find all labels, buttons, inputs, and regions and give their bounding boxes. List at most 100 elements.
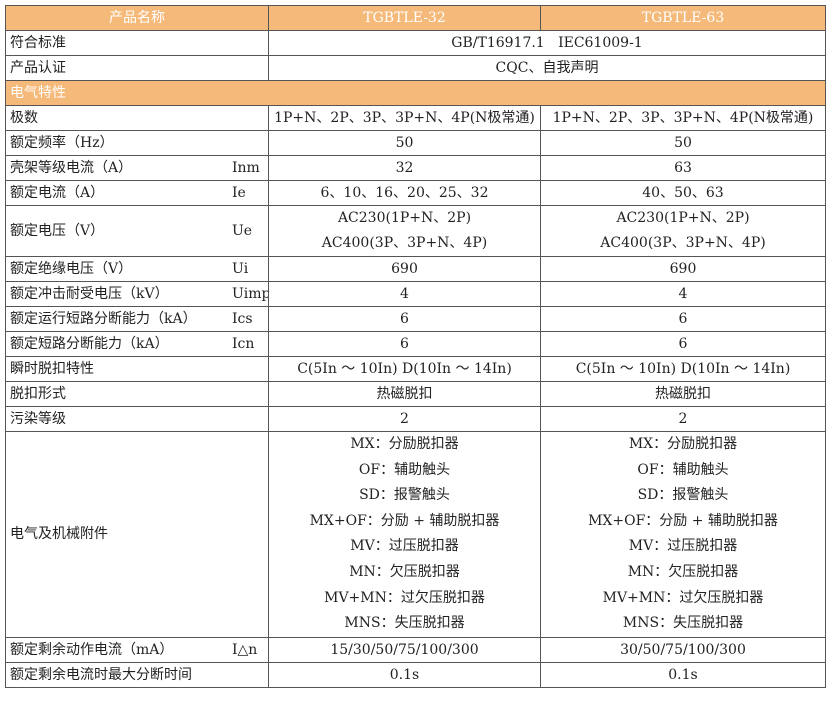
- table-row: 额定绝缘电压（V） Ui 690 690: [5, 256, 826, 282]
- row-value-2: 6: [540, 306, 826, 332]
- table-row: 额定短路分断能力（kA） Icn 6 6: [5, 331, 826, 357]
- row-symbol: Inm: [232, 160, 260, 176]
- row-label-cell: 额定绝缘电压（V） Ui: [5, 256, 269, 282]
- value-line: 40、50、63: [642, 185, 724, 201]
- value-line: 0.1s: [389, 666, 420, 683]
- value-line: 6、10、16、20、25、32: [320, 185, 489, 201]
- value-line: MN：欠压脱扣器: [627, 563, 739, 580]
- row-value-2: 0.1s: [540, 661, 826, 688]
- row-label-cell: 额定电压（V） Ue: [5, 205, 269, 257]
- row-label-cell: 额定短路分断能力（kA） Icn: [5, 331, 269, 357]
- row-value: CQC、自我声明: [268, 55, 826, 81]
- row-value: GB/T16917.1 IEC61009-1: [268, 30, 826, 56]
- row-label-cell: 脱扣形式: [5, 381, 269, 407]
- row-value-1: 4: [268, 281, 541, 307]
- row-symbol: Ue: [232, 223, 253, 239]
- row-value-1: 32: [268, 155, 541, 181]
- value-line: MX+OF：分励 + 辅助脱扣器: [309, 512, 500, 529]
- row-value-2: MX：分励脱扣器 OF：辅助触头 SD：报警触头 MX+OF：分励 + 辅助脱扣器 MV…: [540, 431, 826, 638]
- value-line: 热磁脱扣: [376, 386, 433, 402]
- row-label: 脱扣形式: [10, 386, 66, 402]
- value-line: AC230(1P+N、2P): [337, 210, 472, 226]
- row-value-2: 热磁脱扣: [540, 381, 826, 407]
- value-line: MX+OF：分励 + 辅助脱扣器: [588, 512, 778, 529]
- table-row: 污染等级 2 2: [5, 406, 826, 432]
- row-label-cell: 额定剩余电流时最大分断时间: [5, 661, 269, 688]
- row-label: 额定剩余电流时最大分断时间: [10, 666, 192, 683]
- row-label-cell: 额定冲击耐受电压（kV） Uimp: [5, 281, 269, 307]
- table-row: 额定电流（A） Ie 6、10、16、20、25、32 40、50、63: [5, 180, 826, 206]
- table-row: 电气及机械附件 MX：分励脱扣器 OF：辅助触头 SD：报警触头 MX+OF：分励 + …: [5, 431, 826, 638]
- row-label: 壳架等级电流（A）: [10, 160, 133, 176]
- value-line: MX：分励脱扣器: [350, 436, 459, 452]
- row-label-cell: 电气及机械附件: [5, 431, 269, 638]
- row-value-2: 30/50/75/100/300: [540, 636, 826, 663]
- value-line: AC400(3P、3P+N、4P): [321, 235, 488, 251]
- row-value-2: 1P+N、2P、3P、3P+N、4P(N极常通): [540, 105, 826, 131]
- value-line: SD：报警触头: [637, 487, 729, 504]
- table-row: 瞬时脱扣特性 C(5In ～ 10In) D(10In ～ 14In) C(5In …: [5, 356, 826, 382]
- row-label: 额定剩余动作电流（mA）: [10, 641, 174, 658]
- spec-table: 产品名称 TGBTLE-32 TGBTLE-63 符合标准 GB/T16917.…: [5, 5, 826, 688]
- row-value-1: 6、10、16、20、25、32: [268, 180, 541, 206]
- value-line: MV+MN：过欠压脱扣器: [324, 589, 485, 606]
- row-label-cell: 污染等级: [5, 406, 269, 432]
- value-line: 热磁脱扣: [655, 386, 711, 402]
- row-label-cell: 额定电流（A） Ie: [5, 180, 269, 206]
- value-line: C(5In ～ 10In) D(10In ～ 14In): [297, 361, 512, 377]
- row-value-1: 2: [268, 406, 541, 432]
- row-value-2: 6: [540, 331, 826, 357]
- row-symbol: Ui: [232, 261, 249, 277]
- row-label-cell: 额定剩余动作电流（mA） I△n: [5, 636, 269, 663]
- value-line: 6: [400, 336, 409, 352]
- table-row: 符合标准 GB/T16917.1 IEC61009-1: [5, 30, 826, 56]
- row-label: 额定冲击耐受电压（kV）: [10, 286, 169, 302]
- header-row: 产品名称 TGBTLE-32 TGBTLE-63: [5, 5, 826, 31]
- row-value-1: 6: [268, 331, 541, 357]
- value-line: SD：报警触头: [359, 487, 450, 504]
- row-value-2: C(5In ～ 10In) D(10In ～ 14In): [540, 356, 826, 382]
- table-row: 额定电压（V） Ue AC230(1P+N、2P) AC400(3P、3P+N、4P)…: [5, 205, 826, 257]
- row-value-1: 15/30/50/75/100/300: [268, 636, 541, 663]
- value-line: MN：欠压脱扣器: [349, 563, 460, 580]
- section-title: 电气特性: [5, 80, 826, 106]
- value-line: 6: [400, 311, 409, 327]
- value-line: 50: [395, 135, 414, 151]
- row-label-cell: 额定频率（Hz）: [5, 130, 269, 156]
- value-line: 690: [391, 261, 418, 277]
- table-row: 额定剩余动作电流（mA） I△n 15/30/50/75/100/300 30/50/…: [5, 636, 826, 663]
- value-line: MV：过压脱扣器: [628, 538, 738, 555]
- header-label: 产品名称: [5, 5, 269, 31]
- table-row: 额定运行短路分断能力（kA） Ics 6 6: [5, 306, 826, 332]
- table-row: 极数 1P+N、2P、3P、3P+N、4P(N极常通) 1P+N、2P、3P、3P+…: [5, 105, 826, 131]
- value-line: OF：辅助触头: [637, 461, 729, 478]
- row-label: 瞬时脱扣特性: [10, 361, 94, 377]
- table-row: 额定冲击耐受电压（kV） Uimp 4 4: [5, 281, 826, 307]
- row-value-2: 2: [540, 406, 826, 432]
- value-line: MX：分励脱扣器: [628, 436, 738, 452]
- row-value-1: 50: [268, 130, 541, 156]
- value-line: MV+MN：过欠压脱扣器: [602, 589, 764, 606]
- value-line: 1P+N、2P、3P、3P+N、4P(N极常通): [274, 110, 535, 126]
- row-value-2: 690: [540, 256, 826, 282]
- row-value-1: AC230(1P+N、2P) AC400(3P、3P+N、4P): [268, 205, 541, 257]
- value-line: 2: [400, 411, 409, 427]
- section-row: 电气特性: [5, 80, 826, 106]
- row-value-1: 热磁脱扣: [268, 381, 541, 407]
- row-label-cell: 瞬时脱扣特性: [5, 356, 269, 382]
- table-row: 额定剩余电流时最大分断时间 0.1s 0.1s: [5, 661, 826, 688]
- table-row: 壳架等级电流（A） Inm 32 63: [5, 155, 826, 181]
- value-line: 63: [674, 160, 692, 176]
- row-label: 额定短路分断能力（kA）: [10, 336, 169, 352]
- row-symbol: Ie: [232, 185, 246, 201]
- row-label: 额定绝缘电压（V）: [10, 261, 133, 277]
- row-value-2: 4: [540, 281, 826, 307]
- row-label-cell: 壳架等级电流（A） Inm: [5, 155, 269, 181]
- row-label: 额定运行短路分断能力（kA）: [10, 311, 197, 327]
- value-line: 4: [400, 286, 409, 302]
- value-line: MNS：失压脱扣器: [622, 615, 744, 632]
- table-row: 脱扣形式 热磁脱扣 热磁脱扣: [5, 381, 826, 407]
- row-symbol: I△n: [232, 641, 258, 658]
- value-line: MV：过压脱扣器: [350, 538, 459, 555]
- row-value-1: MX：分励脱扣器 OF：辅助触头 SD：报警触头 MX+OF：分励 + 辅助脱扣器 MV…: [268, 431, 541, 638]
